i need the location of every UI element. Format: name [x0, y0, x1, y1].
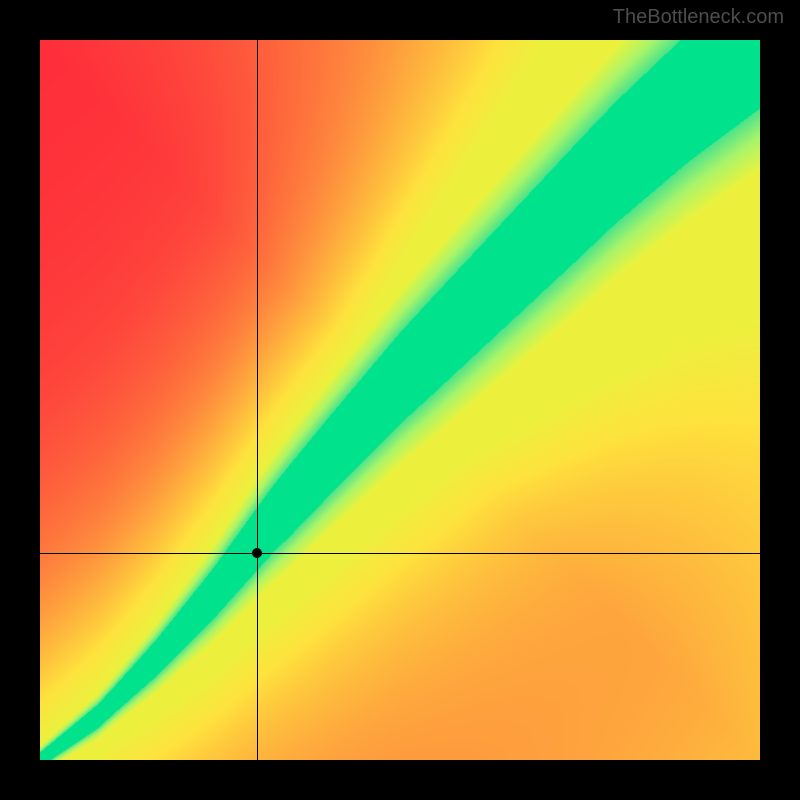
crosshair-horizontal: [40, 553, 760, 554]
watermark-text: TheBottleneck.com: [613, 6, 784, 29]
heatmap-plot: [40, 40, 760, 760]
crosshair-marker: [252, 548, 262, 558]
crosshair-vertical: [257, 40, 258, 760]
heatmap-canvas: [40, 40, 760, 760]
